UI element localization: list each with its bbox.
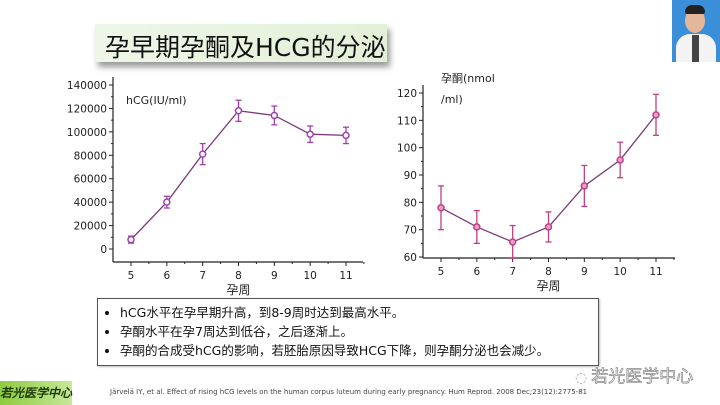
wechat-icon: ◌ bbox=[575, 370, 588, 386]
x-tick-label: 10 bbox=[613, 266, 626, 278]
data-point bbox=[270, 111, 279, 120]
x-tick-label: 7 bbox=[199, 270, 206, 282]
data-point bbox=[342, 131, 350, 140]
x-tick-label: 7 bbox=[509, 266, 516, 278]
x-tick-label: 11 bbox=[339, 270, 352, 282]
notes-box: hCG水平在孕早期升高，到8-9周时达到最高水平。 孕酮水平在孕7周达到低谷，之… bbox=[97, 298, 599, 366]
x-tick-label: 11 bbox=[649, 266, 662, 278]
x-tick-label: 5 bbox=[128, 270, 135, 282]
slide-title-box: 孕早期孕酮及HCG的分泌 bbox=[95, 24, 387, 62]
y-tick-label: 100 bbox=[397, 143, 417, 155]
data-point bbox=[508, 238, 517, 246]
logo-badge: 若光医学中心 bbox=[0, 381, 72, 405]
watermark: ◌ 若光医学中心 bbox=[575, 362, 694, 388]
y-tick-label: 20000 bbox=[74, 221, 107, 233]
y-tick-label: 140000 bbox=[67, 80, 107, 92]
x-tick-label: 5 bbox=[438, 266, 445, 278]
note-item: 孕酮水平在孕7周达到低谷，之后逐渐上。 bbox=[120, 322, 598, 341]
watermark-text: 若光医学中心 bbox=[591, 367, 694, 388]
y-tick-label: 120000 bbox=[67, 103, 107, 115]
x-tick-label: 9 bbox=[581, 266, 588, 278]
data-point bbox=[198, 150, 207, 158]
data-point bbox=[652, 111, 660, 119]
citation: Järvelä IY, et al. Effect of rising hCG … bbox=[110, 388, 588, 396]
note-item: hCG水平在孕早期升高，到8-9周时达到最高水平。 bbox=[120, 303, 598, 322]
y-tick-label: 100000 bbox=[67, 127, 107, 139]
note-item: 孕酮的合成受hCG的影响，若胚胎原因导致HCG下降，则孕酮分泌也会减少。 bbox=[120, 341, 598, 360]
data-point bbox=[234, 107, 243, 115]
y-tick-label: 110 bbox=[397, 115, 417, 127]
x-tick-label: 8 bbox=[235, 270, 242, 282]
x-tick-label: 9 bbox=[271, 270, 278, 282]
slide-title: 孕早期孕酮及HCG的分泌 bbox=[105, 33, 386, 62]
data-point bbox=[437, 204, 445, 212]
x-tick-label: 6 bbox=[163, 270, 170, 282]
data-point bbox=[580, 182, 589, 190]
data-point bbox=[127, 235, 135, 244]
x-tick-label: 8 bbox=[545, 266, 552, 278]
x-axis-label: 孕周 bbox=[226, 283, 250, 297]
presenter-photo bbox=[672, 0, 720, 62]
x-axis-label: 孕周 bbox=[536, 279, 560, 293]
data-point bbox=[544, 223, 553, 231]
y-axis-label: 孕酮(nmol bbox=[441, 72, 495, 85]
y-tick-label: 90 bbox=[404, 170, 417, 182]
data-point bbox=[306, 130, 314, 138]
y-tick-label: 80 bbox=[404, 197, 417, 209]
y-tick-label: 60 bbox=[404, 252, 417, 264]
y-tick-label: 60000 bbox=[74, 174, 107, 186]
x-tick-label: 10 bbox=[303, 270, 316, 282]
data-point bbox=[473, 223, 481, 231]
y-axis-label: hCG(IU/ml) bbox=[126, 94, 187, 107]
y-tick-label: 0 bbox=[100, 244, 107, 256]
x-tick-label: 6 bbox=[473, 266, 480, 278]
y-tick-label: 70 bbox=[404, 225, 417, 237]
series-line bbox=[130, 110, 347, 241]
data-point bbox=[616, 156, 624, 164]
data-point bbox=[163, 198, 171, 206]
y-axis-label: /ml) bbox=[441, 93, 463, 106]
y-tick-label: 40000 bbox=[74, 197, 107, 209]
y-tick-label: 120 bbox=[397, 88, 417, 100]
y-tick-label: 80000 bbox=[74, 150, 107, 162]
